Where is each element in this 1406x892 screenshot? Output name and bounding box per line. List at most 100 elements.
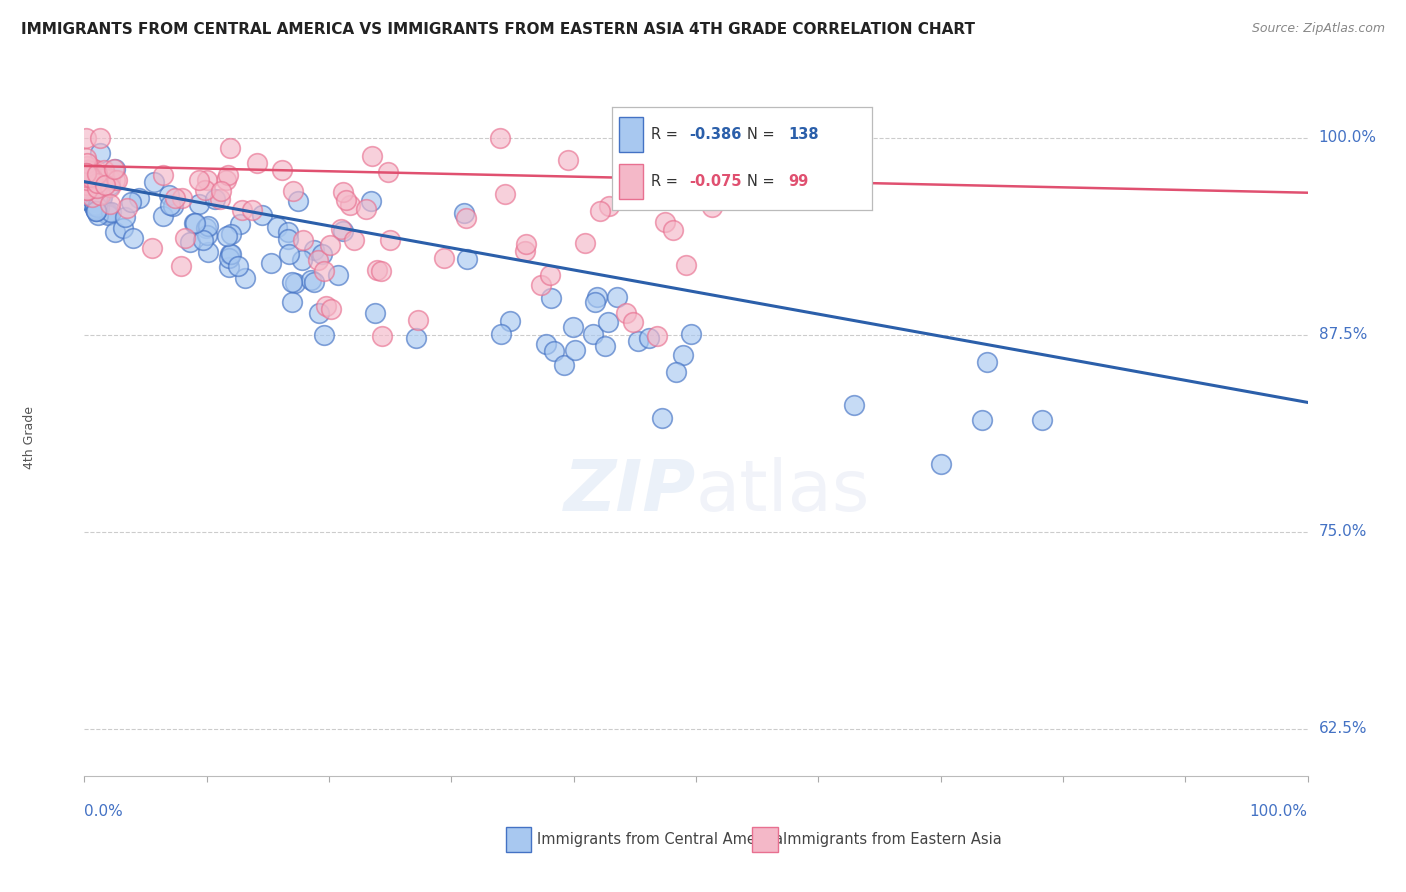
Point (86, 177, 108, 191)
Point (360, 194, 382, 208)
Point (976, 355, 998, 369)
Point (75, 165, 97, 179)
Point (82, 171, 104, 186)
Point (240, 202, 263, 217)
Point (115, 201, 138, 215)
Point (76, 193, 98, 207)
Point (489, 130, 512, 145)
Point (1031, 413, 1053, 427)
Point (661, 223, 683, 237)
Point (596, 315, 619, 329)
Text: N =: N = (747, 175, 779, 189)
Point (86, 202, 108, 216)
Point (654, 215, 676, 229)
Point (679, 326, 702, 341)
Point (80, 183, 103, 197)
Point (170, 259, 193, 273)
Point (97, 205, 120, 219)
Point (530, 278, 553, 293)
Point (245, 156, 267, 170)
Point (219, 227, 242, 241)
Point (152, 210, 174, 224)
Point (538, 268, 561, 282)
Point (121, 231, 143, 245)
Point (76, 175, 98, 189)
Point (86, 187, 108, 202)
Point (75, 171, 97, 186)
Point (623, 315, 645, 329)
Point (312, 328, 335, 343)
Point (77, 185, 100, 199)
Point (672, 347, 695, 361)
Point (332, 185, 354, 199)
Point (366, 263, 388, 277)
Point (83, 175, 105, 189)
Point (76, 169, 98, 183)
Point (80, 180, 103, 194)
Point (188, 173, 211, 187)
Point (637, 331, 659, 345)
Point (581, 326, 603, 341)
Point (291, 252, 314, 267)
Point (76, 178, 98, 193)
Point (319, 238, 342, 252)
Point (204, 193, 226, 207)
Point (271, 162, 294, 177)
Point (574, 235, 596, 250)
Point (319, 301, 342, 316)
Point (87, 208, 110, 222)
Point (82, 190, 104, 204)
Point (406, 312, 429, 326)
Point (76, 173, 98, 187)
Point (606, 291, 628, 305)
Point (94, 178, 117, 192)
Point (79, 179, 101, 194)
Point (174, 231, 197, 245)
Point (159, 198, 181, 212)
Point (84, 199, 107, 213)
Point (354, 202, 377, 216)
Point (76, 174, 98, 188)
Point (221, 247, 243, 261)
Point (82, 187, 104, 202)
Point (105, 173, 128, 187)
Point (93, 163, 115, 178)
Point (583, 295, 606, 310)
Point (80, 180, 103, 194)
Point (453, 206, 475, 220)
Point (79, 170, 101, 185)
Point (77, 168, 100, 182)
Point (157, 188, 180, 202)
Point (194, 184, 217, 198)
Point (651, 410, 673, 425)
Point (112, 221, 135, 235)
Text: Source: ZipAtlas.com: Source: ZipAtlas.com (1251, 22, 1385, 36)
Text: 75.0%: 75.0% (1319, 524, 1367, 539)
Point (250, 208, 273, 222)
Point (86, 167, 108, 181)
Point (332, 224, 354, 238)
Point (370, 264, 392, 278)
Point (515, 244, 537, 258)
Point (371, 328, 394, 343)
Point (585, 290, 607, 304)
Point (76, 159, 98, 173)
Point (283, 184, 305, 198)
Point (231, 202, 253, 217)
Point (100, 204, 122, 219)
Point (219, 141, 242, 155)
Text: IMMIGRANTS FROM CENTRAL AMERICA VS IMMIGRANTS FROM EASTERN ASIA 4TH GRADE CORREL: IMMIGRANTS FROM CENTRAL AMERICA VS IMMIG… (21, 22, 976, 37)
Point (86, 181, 108, 195)
Point (335, 193, 357, 207)
Point (311, 247, 333, 261)
Point (77, 186, 100, 200)
Point (86, 200, 108, 214)
Text: ZIP: ZIP (564, 457, 696, 525)
Point (292, 233, 315, 247)
Point (197, 219, 219, 233)
Point (218, 247, 240, 261)
Point (86, 194, 108, 209)
Point (77, 186, 100, 200)
Point (97, 208, 120, 222)
Point (304, 275, 326, 289)
